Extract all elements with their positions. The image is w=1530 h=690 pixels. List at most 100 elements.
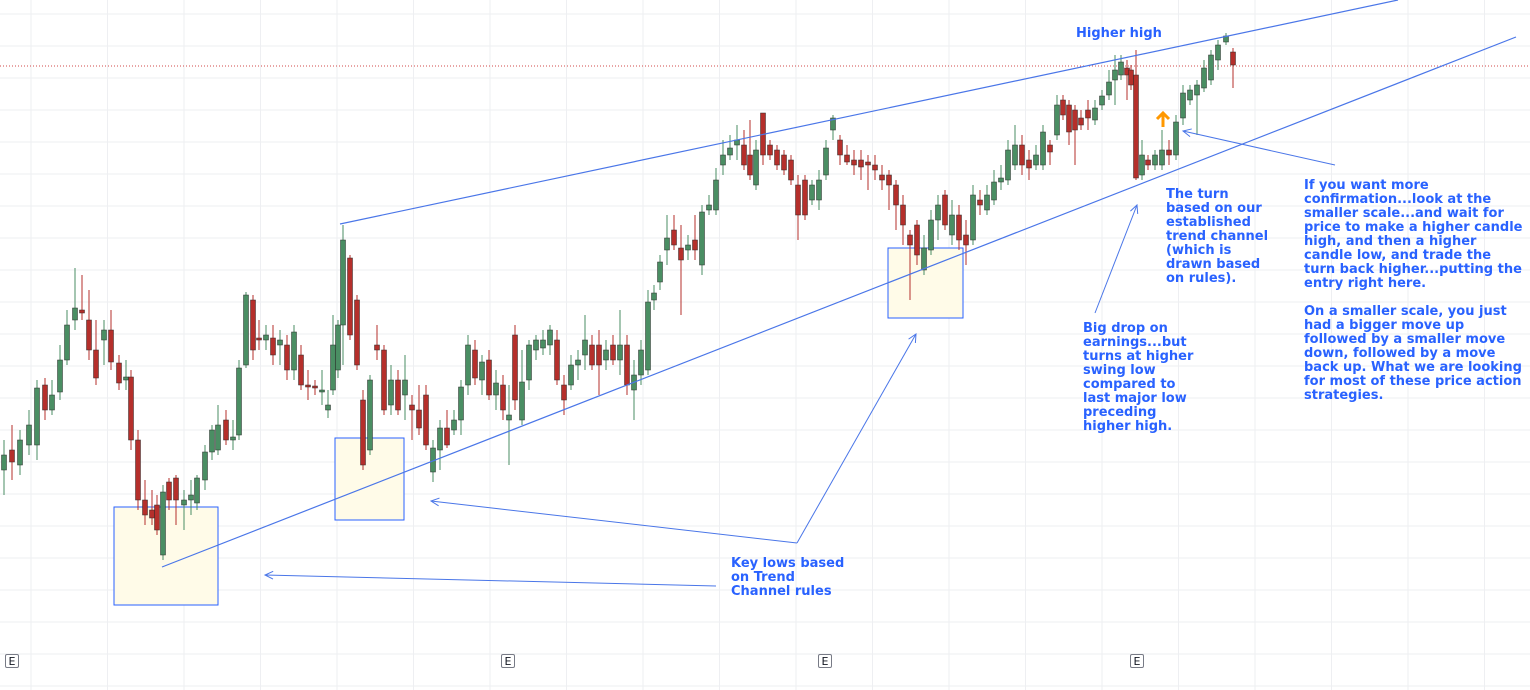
candle xyxy=(493,370,499,410)
candle-body xyxy=(977,199,983,206)
trendline xyxy=(161,36,1517,568)
candle xyxy=(547,325,553,355)
candle-body xyxy=(603,349,609,361)
candle-body xyxy=(1005,149,1011,181)
candle xyxy=(472,340,478,385)
annotation-arrow xyxy=(1094,203,1139,314)
candle xyxy=(381,345,387,415)
candle xyxy=(1112,55,1118,105)
candle xyxy=(79,275,85,320)
candle-body xyxy=(727,147,733,156)
candle-body xyxy=(685,244,691,251)
candle xyxy=(1066,100,1072,145)
candle-body xyxy=(1118,61,1124,76)
annotation-arrow xyxy=(263,570,717,587)
candle-body xyxy=(209,429,215,453)
candle xyxy=(215,405,221,455)
candle xyxy=(914,220,920,265)
candle-body xyxy=(767,144,773,156)
candle-body xyxy=(774,149,780,166)
candle-body xyxy=(582,339,588,356)
candle-body xyxy=(519,381,525,421)
candle-body xyxy=(753,149,759,186)
earnings-marker[interactable]: E xyxy=(5,654,19,668)
candle xyxy=(1106,70,1112,100)
candle xyxy=(526,340,532,390)
candle-body xyxy=(1194,84,1200,96)
candle-body xyxy=(26,424,32,446)
candle-body xyxy=(837,139,843,156)
candle xyxy=(305,370,311,400)
earnings-marker[interactable]: E xyxy=(501,654,515,668)
candle-body xyxy=(720,154,726,166)
earnings-marker[interactable]: E xyxy=(818,654,832,668)
candle xyxy=(202,445,208,490)
candle-body xyxy=(263,334,269,341)
candle xyxy=(747,120,753,180)
candle-body xyxy=(1145,159,1151,166)
candle-body xyxy=(638,349,644,376)
candle-body xyxy=(816,179,822,201)
candle xyxy=(998,165,1004,190)
candle xyxy=(298,345,304,390)
candle-body xyxy=(223,419,229,441)
candle-body xyxy=(256,337,262,341)
candle xyxy=(1078,110,1084,130)
arrow-shaft xyxy=(264,574,717,587)
candle xyxy=(589,335,595,370)
candle xyxy=(858,150,864,180)
candle-body xyxy=(692,239,698,251)
key-lows-note: Key lows based on Trend Channel rules xyxy=(731,556,845,599)
candle-body xyxy=(1047,144,1053,153)
candle xyxy=(1019,135,1025,175)
candle-body xyxy=(561,384,567,401)
candle-body xyxy=(1054,104,1060,136)
candle-body xyxy=(135,439,141,501)
candle xyxy=(142,480,148,525)
candle-body xyxy=(354,299,360,366)
candle-body xyxy=(893,184,899,206)
candle-body xyxy=(451,419,457,431)
candle xyxy=(816,170,822,210)
candlestick-series xyxy=(1,33,1236,560)
candle xyxy=(664,215,670,265)
candle-body xyxy=(188,494,194,501)
candle-body xyxy=(312,385,318,389)
candle-body xyxy=(402,379,408,396)
candle-body xyxy=(1112,69,1118,81)
candle xyxy=(568,355,574,390)
candle xyxy=(416,385,422,435)
candle xyxy=(250,295,256,360)
candle-body xyxy=(1180,92,1186,119)
candle xyxy=(360,390,366,470)
candle xyxy=(753,140,759,190)
candle xyxy=(788,155,794,185)
candle xyxy=(638,340,644,385)
candle-body xyxy=(1026,159,1032,169)
candle-body xyxy=(277,339,283,346)
candle-body xyxy=(699,211,705,266)
candle-body xyxy=(335,324,341,371)
candle-body xyxy=(741,144,747,166)
candle-body xyxy=(1072,109,1078,131)
candle xyxy=(64,310,70,365)
candle-body xyxy=(298,354,304,386)
candle-body xyxy=(305,384,311,388)
earnings-marker[interactable]: E xyxy=(1130,654,1144,668)
candle xyxy=(645,290,651,375)
candle xyxy=(727,135,733,160)
candle xyxy=(1099,90,1105,110)
candle-body xyxy=(347,257,353,336)
candle-body xyxy=(86,319,92,351)
candle-body xyxy=(123,376,129,381)
entry-arrow-head xyxy=(1155,110,1171,121)
candle xyxy=(533,335,539,360)
candle-body xyxy=(872,164,878,171)
candle xyxy=(1085,100,1091,130)
candle xyxy=(86,290,92,360)
candle-body xyxy=(374,344,380,351)
arrow-head xyxy=(908,333,917,344)
candle-body xyxy=(1,454,7,471)
candle xyxy=(1092,100,1098,125)
